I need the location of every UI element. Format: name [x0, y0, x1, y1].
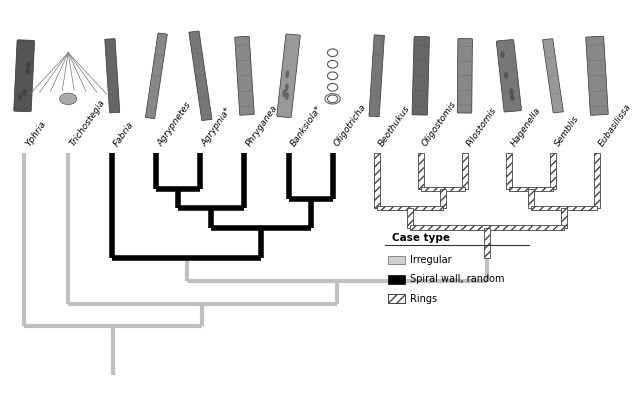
Bar	[506, 153, 512, 189]
Text: Irregular: Irregular	[410, 255, 451, 265]
FancyBboxPatch shape	[13, 40, 35, 112]
Bar	[462, 153, 468, 189]
Ellipse shape	[282, 89, 286, 97]
Text: Oligostomis: Oligostomis	[420, 99, 459, 148]
Text: Banksiola*: Banksiola*	[289, 104, 323, 148]
Text: Phryganea: Phryganea	[244, 103, 280, 148]
Text: Agrypnetes: Agrypnetes	[156, 101, 193, 148]
Ellipse shape	[285, 83, 289, 92]
Ellipse shape	[285, 70, 289, 78]
Bar	[388, 275, 404, 284]
Text: Rings: Rings	[410, 294, 437, 303]
Ellipse shape	[60, 93, 77, 105]
Bar	[440, 189, 446, 208]
FancyBboxPatch shape	[235, 36, 254, 115]
Text: Semblis: Semblis	[553, 114, 580, 148]
Text: Oligotricha: Oligotricha	[333, 103, 368, 148]
Ellipse shape	[510, 94, 515, 101]
FancyBboxPatch shape	[369, 35, 385, 117]
FancyBboxPatch shape	[497, 40, 522, 112]
Bar	[407, 208, 413, 227]
FancyBboxPatch shape	[412, 36, 429, 115]
Bar	[506, 153, 512, 189]
Ellipse shape	[285, 92, 289, 100]
Bar	[531, 206, 597, 211]
Bar	[388, 294, 404, 303]
Bar	[420, 187, 465, 191]
Ellipse shape	[509, 88, 514, 95]
Bar	[410, 225, 564, 230]
Text: Pilostomis: Pilostomis	[465, 106, 499, 148]
Bar	[550, 153, 556, 189]
Bar	[561, 208, 567, 227]
Bar	[462, 153, 468, 189]
Bar	[440, 189, 446, 208]
Text: Fabria: Fabria	[112, 120, 136, 148]
Bar	[377, 206, 443, 211]
Text: Case type: Case type	[392, 233, 450, 243]
Bar	[594, 153, 600, 208]
FancyBboxPatch shape	[277, 34, 300, 118]
Ellipse shape	[26, 61, 31, 68]
Bar	[528, 189, 534, 208]
Bar	[484, 227, 490, 258]
Bar	[420, 187, 465, 191]
Bar	[418, 153, 424, 189]
Bar	[418, 153, 424, 189]
Ellipse shape	[26, 67, 30, 74]
Text: Trichostegia: Trichostegia	[68, 98, 107, 148]
Text: Beothukus: Beothukus	[377, 104, 412, 148]
FancyBboxPatch shape	[189, 31, 212, 121]
FancyBboxPatch shape	[457, 38, 472, 113]
Bar	[374, 153, 380, 208]
Bar	[388, 294, 404, 303]
Bar	[509, 187, 553, 191]
Text: Spiral wall, random: Spiral wall, random	[410, 274, 504, 284]
Bar	[388, 256, 404, 265]
Bar	[407, 208, 413, 227]
Bar	[594, 153, 600, 208]
Bar	[550, 153, 556, 189]
Ellipse shape	[500, 51, 505, 58]
Bar	[484, 227, 490, 258]
Text: Agrypnia*: Agrypnia*	[200, 106, 234, 148]
Bar	[561, 208, 567, 227]
Ellipse shape	[22, 89, 26, 96]
Bar	[528, 189, 534, 208]
Text: Eubasilissa: Eubasilissa	[597, 102, 633, 148]
Ellipse shape	[18, 94, 22, 101]
Bar	[531, 206, 597, 211]
FancyBboxPatch shape	[145, 33, 167, 119]
Bar	[374, 153, 380, 208]
Text: Yphria: Yphria	[24, 119, 48, 148]
Bar	[509, 187, 553, 191]
Bar	[410, 225, 564, 230]
FancyBboxPatch shape	[105, 39, 120, 113]
Ellipse shape	[504, 72, 508, 79]
Text: Hagenella: Hagenella	[509, 106, 542, 148]
FancyBboxPatch shape	[543, 39, 563, 113]
FancyBboxPatch shape	[586, 36, 608, 115]
Bar	[377, 206, 443, 211]
